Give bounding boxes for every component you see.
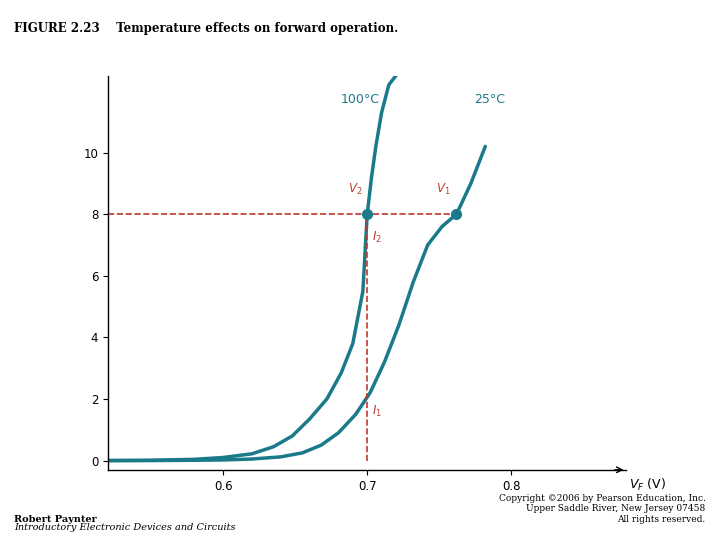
Text: $V_F$ (V): $V_F$ (V): [629, 477, 667, 493]
Text: Introductory Electronic Devices and Circuits: Introductory Electronic Devices and Circ…: [14, 523, 236, 532]
Text: $I_1$: $I_1$: [372, 403, 382, 418]
Text: $V_1$: $V_1$: [436, 182, 451, 197]
Text: $I_2$: $I_2$: [372, 230, 382, 245]
Text: FIGURE 2.23    Temperature effects on forward operation.: FIGURE 2.23 Temperature effects on forwa…: [14, 22, 399, 35]
Text: Robert Paynter: Robert Paynter: [14, 515, 97, 524]
Text: Copyright ©2006 by Pearson Education, Inc.
Upper Saddle River, New Jersey 07458
: Copyright ©2006 by Pearson Education, In…: [498, 494, 706, 524]
Text: 25°C: 25°C: [474, 93, 505, 106]
Text: $V_2$: $V_2$: [348, 182, 363, 197]
Text: 100°C: 100°C: [341, 93, 379, 106]
